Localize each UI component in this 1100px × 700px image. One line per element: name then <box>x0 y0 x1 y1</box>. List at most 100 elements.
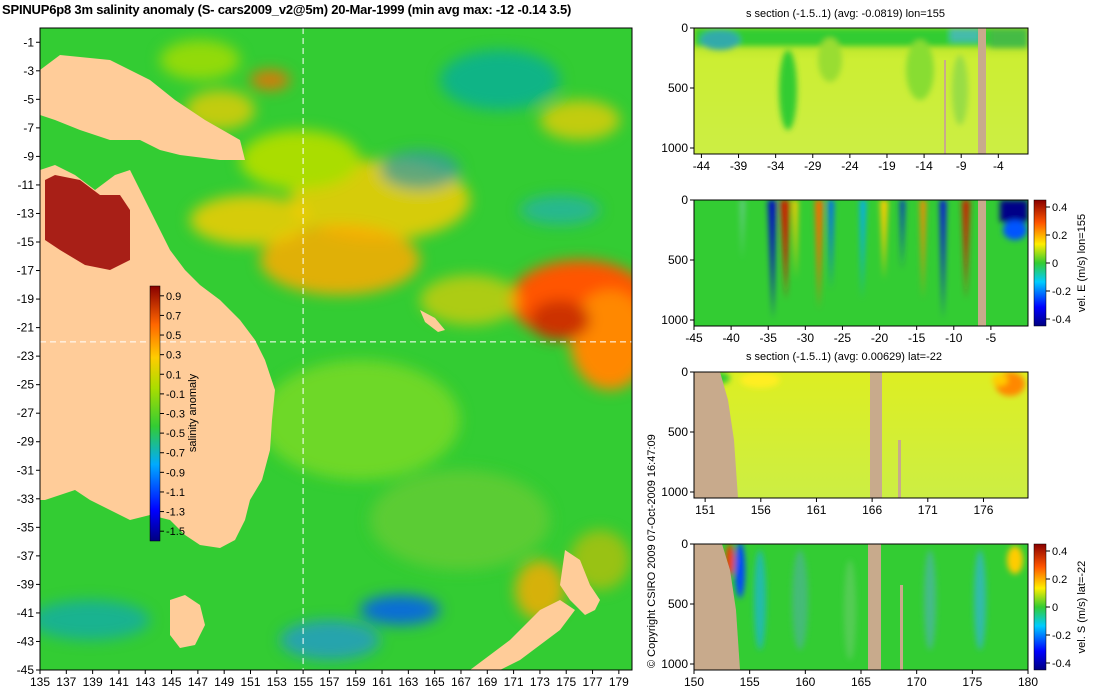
map-field-blobs <box>40 40 632 660</box>
panel2-x-tick-label: -30 <box>797 331 815 345</box>
panel2-x-tick-label: -45 <box>685 331 703 345</box>
map-colorbar-tick-label: -0.5 <box>166 428 185 440</box>
panel2-x-tick-label: -35 <box>760 331 778 345</box>
panel4-base <box>694 544 1028 670</box>
panel4: 150 155 160 165 170 175 180 0 500 1000 0.4 0.2 0 -0… <box>661 537 1088 689</box>
map-colorbar: 0.9 0.7 0.5 0.3 0.1 -0.1 -0.3 -0.5 -0.7 -0.9 -1.1 -… <box>149 285 199 542</box>
map-x-tick-label: 179 <box>609 675 629 689</box>
panel2-x-axis: -45 -40 -35 -30 -25 -20 -15 -10 -5 <box>685 326 997 345</box>
map-colorbar-tick-label: -0.3 <box>166 409 185 421</box>
map-y-tick-label: -29 <box>17 435 35 449</box>
panel4-y-tick-label: 1000 <box>661 657 688 671</box>
map-x-tick-label: 167 <box>451 675 471 689</box>
panel3-x-tick-label: 166 <box>862 503 882 517</box>
land-tasmania <box>170 595 205 648</box>
panel1-y-tick-label: 0 <box>681 21 688 35</box>
map-x-tick-label: 141 <box>109 675 129 689</box>
panel4-y-axis: 0 500 1000 <box>661 537 694 671</box>
map-x-tick-label: 137 <box>56 675 76 689</box>
panel3-x-tick-label: 156 <box>751 503 771 517</box>
map-colorbar-tick-label: -0.1 <box>166 389 185 401</box>
map-colorbar-tick-label: 0.7 <box>166 310 181 322</box>
panel1-x-tick-label: -44 <box>693 159 711 173</box>
map-x-tick-label: 147 <box>188 675 208 689</box>
panel3-y-axis: 0 500 1000 <box>661 365 694 499</box>
panel4-y-tick-label: 500 <box>668 597 688 611</box>
panel2-colorbar-tick-label: 0 <box>1052 258 1058 270</box>
panel4-x-tick-label: 180 <box>1018 675 1038 689</box>
land-new-guinea <box>40 55 245 160</box>
panel2-colorbar-tick-label: -0.2 <box>1052 286 1071 298</box>
map-colorbar-tick-label: 0.3 <box>166 350 181 362</box>
map-panel: 135 137 139 141 143 145 147 149 151 153 155 157 159 1… <box>17 27 633 689</box>
gulf-high-salinity <box>45 175 130 270</box>
panel1-x-tick-label: -19 <box>878 159 896 173</box>
panel4-colorbar-label: vel. S (m/s) lat=-22 <box>1076 561 1088 654</box>
land-nz-south <box>470 600 575 670</box>
panel3-x-axis: 151 156 161 166 171 176 <box>695 498 994 517</box>
map-x-tick-label: 155 <box>293 675 313 689</box>
land-new-caledonia <box>420 310 445 332</box>
map-x-tick-label: 149 <box>214 675 234 689</box>
map-y-tick-label: -43 <box>17 634 35 648</box>
map-y-tick-label: -1 <box>23 35 34 49</box>
panel4-colorbar-gradient <box>1033 543 1047 671</box>
panel2-colorbar-tick-label: -0.4 <box>1052 314 1071 326</box>
panel4-land-coast <box>694 544 740 670</box>
panel3-x-tick-label: 151 <box>695 503 715 517</box>
map-y-tick-label: -15 <box>17 235 35 249</box>
panel3-x-tick-label: 161 <box>806 503 826 517</box>
map-y-tick-label: -33 <box>17 492 35 506</box>
panel2-x-tick-label: -20 <box>871 331 889 345</box>
panel4-x-tick-label: 175 <box>962 675 982 689</box>
map-x-tick-label: 171 <box>504 675 524 689</box>
panel3-land-ridge <box>870 372 882 498</box>
map-y-tick-label: -9 <box>23 149 34 163</box>
panel4-land-ridge <box>868 544 881 670</box>
map-colorbar-tick-label: 0.9 <box>166 291 181 303</box>
map-colorbar-ticks: 0.9 0.7 0.5 0.3 0.1 -0.1 -0.3 -0.5 -0.7 -0.9 -1.1 -… <box>160 291 185 538</box>
panel3-title: s section (-1.5..1) (avg: 0.00629) lat=-… <box>746 351 942 363</box>
panel4-y-tick-label: 0 <box>681 537 688 551</box>
panel1-x-tick-label: -24 <box>841 159 859 173</box>
panel1-x-tick-label: -9 <box>956 159 967 173</box>
map-x-tick-label: 135 <box>30 675 50 689</box>
map-x-tick-label: 173 <box>530 675 550 689</box>
panel1-y-axis: 0 500 1000 <box>661 21 694 155</box>
panel4-colorbar-tick-label: 0 <box>1052 602 1058 614</box>
map-x-tick-label: 177 <box>583 675 603 689</box>
map-y-tick-label: -27 <box>17 406 35 420</box>
panel1-title: s section (-1.5..1) (avg: -0.0819) lon=1… <box>746 8 946 20</box>
map-colorbar-tick-label: -0.9 <box>166 467 185 479</box>
panel1-field <box>694 28 1028 154</box>
map-colorbar-tick-label: -1.1 <box>166 487 185 499</box>
panel2-y-tick-label: 1000 <box>661 313 688 327</box>
map-x-tick-label: 165 <box>425 675 445 689</box>
map-y-tick-label: -3 <box>23 64 34 78</box>
panel1: -44 -39 -34 -29 -24 -19 -14 -9 -4 0 500 1000 <box>661 21 1029 173</box>
panel2-colorbar-ticks: 0.4 0.2 0 -0.2 -0.4 <box>1046 202 1071 326</box>
panel4-x-tick-label: 150 <box>684 675 704 689</box>
panel3-y-tick-label: 500 <box>668 425 688 439</box>
panel2-land <box>978 200 986 326</box>
panel2-x-tick-label: -40 <box>722 331 740 345</box>
panel2-colorbar-tick-label: 0.2 <box>1052 230 1067 242</box>
map-y-tick-label: -39 <box>17 577 35 591</box>
map-y-tick-label: -31 <box>17 463 35 477</box>
map-y-tick-label: -45 <box>17 663 35 677</box>
map-x-tick-label: 169 <box>477 675 497 689</box>
panel2-y-tick-label: 0 <box>681 193 688 207</box>
panel1-y-tick-label: 500 <box>668 81 688 95</box>
panel2-colorbar-gradient <box>1033 199 1047 327</box>
panel1-x-tick-label: -29 <box>804 159 822 173</box>
panel3-x-tick-label: 176 <box>973 503 993 517</box>
map-x-tick-label: 145 <box>162 675 182 689</box>
panel3-y-tick-label: 0 <box>681 365 688 379</box>
map-x-axis: 135 137 139 141 143 145 147 149 151 153 155 157 159 1… <box>30 670 629 689</box>
map-x-tick-label: 161 <box>372 675 392 689</box>
map-x-tick-label: 143 <box>135 675 155 689</box>
map-colorbar-tick-label: -1.3 <box>166 507 185 519</box>
map-x-tick-label: 157 <box>319 675 339 689</box>
panel2-x-tick-label: -25 <box>834 331 852 345</box>
map-y-tick-label: -23 <box>17 349 35 363</box>
